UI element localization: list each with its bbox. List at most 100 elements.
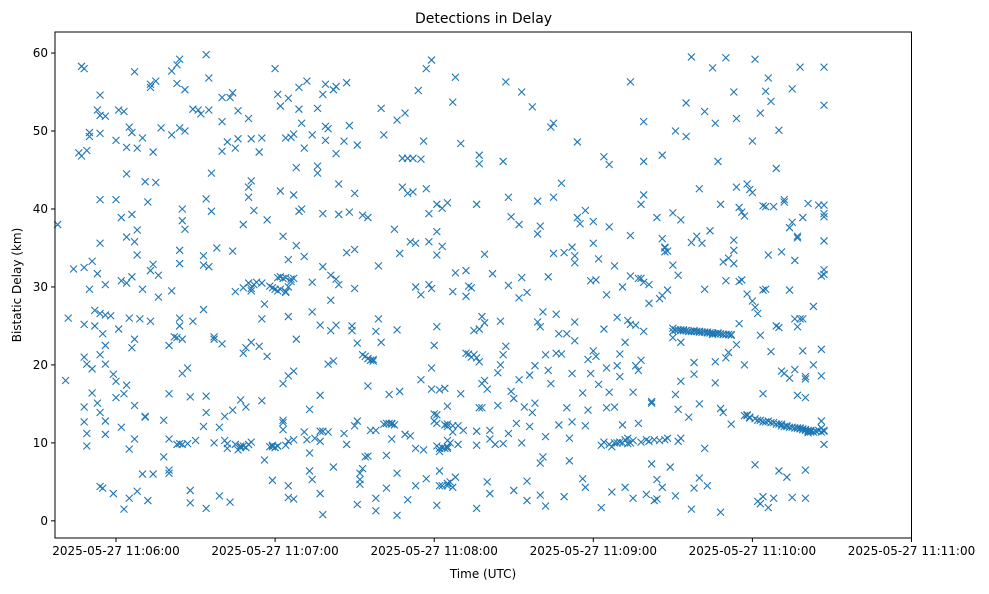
data-point [716,404,725,413]
data-point [676,338,685,347]
data-point [138,470,147,478]
data-point [279,416,287,425]
data-point [257,279,266,287]
data-point [239,349,248,358]
data-point [565,456,574,465]
data-point [212,244,221,252]
data-point [499,350,508,359]
data-point [398,183,407,192]
data-point [186,392,195,401]
data-point [207,207,216,216]
data-point [480,318,489,327]
data-point [244,279,253,287]
data-point [711,378,720,387]
data-point [475,403,484,412]
data-point [820,440,828,449]
data-point [737,276,746,284]
data-point [430,410,439,418]
data-point [764,251,773,259]
data-point [332,321,340,330]
data-point [173,333,181,342]
data-point [353,141,362,149]
data-point [308,475,317,484]
data-point [390,421,399,429]
data-point [273,90,282,99]
data-point [419,137,428,146]
data-point [475,159,484,168]
data-point [496,317,505,326]
data-point [533,230,542,238]
data-point [257,396,266,405]
data-point [801,372,810,381]
data-point [695,184,704,193]
data-point [451,73,460,82]
data-point [546,379,555,388]
data-point [618,421,627,429]
data-point [369,355,378,364]
data-point [281,441,290,450]
data-point [523,477,531,485]
data-point [101,280,110,289]
data-point [695,400,704,408]
data-point [517,273,526,282]
data-point [377,104,386,113]
data-point [284,481,293,490]
data-point [287,275,295,284]
data-point [175,246,184,255]
data-point [281,287,290,296]
data-point [255,342,264,351]
data-point [443,420,452,429]
data-point [737,208,746,216]
data-point [533,197,542,206]
data-point [793,233,802,242]
data-point [80,263,89,272]
data-point [727,330,736,339]
data-point [377,338,386,347]
data-point [422,184,431,193]
data-point [539,308,547,316]
data-point [353,500,362,509]
data-point [690,370,698,379]
data-point [401,430,409,439]
data-point [462,349,470,358]
data-point [128,343,136,352]
data-point [93,106,102,114]
data-point [395,249,404,258]
data-point [244,183,253,192]
data-point [138,285,147,294]
data-point [536,459,545,468]
data-point [406,431,415,440]
data-point [820,201,828,209]
data-point [247,177,256,185]
data-point [729,259,738,268]
data-point [120,505,128,514]
data-point [202,408,211,417]
data-point [401,109,409,117]
data-point [626,231,635,240]
data-point [682,132,690,141]
data-point [801,494,810,503]
data-point [761,285,770,294]
data-point [560,492,569,501]
data-point [820,270,828,279]
chart-title: Detections in Delay [415,11,552,27]
data-point [361,453,370,461]
data-point [711,119,720,128]
data-point [788,493,797,502]
data-point [292,241,301,250]
data-point [223,444,232,453]
data-point [181,127,189,135]
data-point [130,435,139,443]
data-point [743,290,751,298]
data-point [682,99,690,107]
data-point [403,189,412,198]
data-point [430,341,439,350]
data-point [101,430,110,439]
data-point [804,199,812,208]
data-point [637,274,645,283]
data-point [732,114,741,123]
data-point [759,389,767,398]
data-point [85,285,94,294]
data-point [790,256,799,265]
y-tick-label: 60 [33,46,48,60]
